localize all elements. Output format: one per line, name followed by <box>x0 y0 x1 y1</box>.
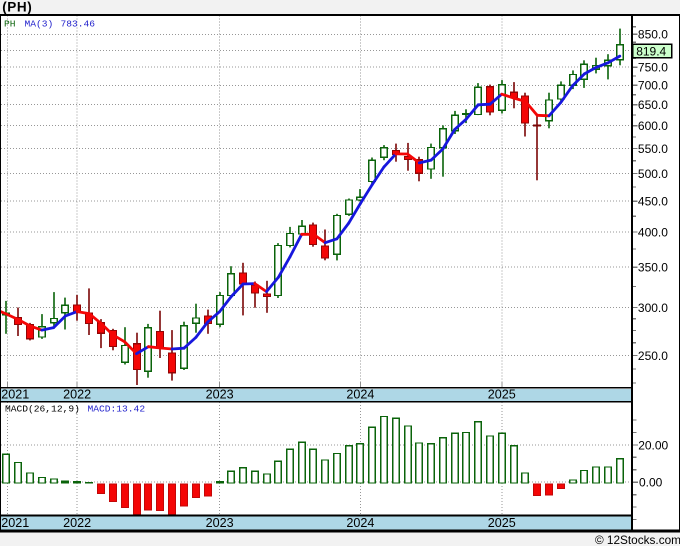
svg-text:300.0: 300.0 <box>638 301 668 315</box>
svg-text:400.0: 400.0 <box>638 226 668 240</box>
svg-text:450.0: 450.0 <box>638 195 668 209</box>
svg-text:2024: 2024 <box>346 516 374 530</box>
svg-text:2021: 2021 <box>1 387 29 401</box>
svg-text:750.0: 750.0 <box>638 61 668 75</box>
svg-text:2022: 2022 <box>63 516 91 530</box>
svg-text:2022: 2022 <box>63 387 91 401</box>
svg-text:650.0: 650.0 <box>638 98 668 112</box>
svg-text:2023: 2023 <box>206 516 234 530</box>
svg-text:350.0: 350.0 <box>638 261 668 275</box>
svg-text:MACD(26,12,9): MACD(26,12,9) <box>5 404 80 415</box>
svg-text:500.0: 500.0 <box>638 167 668 181</box>
svg-text:© 12Stocks.com: © 12Stocks.com <box>595 533 680 546</box>
svg-text:20.00: 20.00 <box>638 439 668 453</box>
svg-text:2023: 2023 <box>206 387 234 401</box>
svg-text:600.0: 600.0 <box>638 119 668 133</box>
svg-text:2024: 2024 <box>346 387 374 401</box>
svg-text:(PH): (PH) <box>2 0 32 15</box>
svg-text:0.00: 0.00 <box>639 476 663 490</box>
svg-text:550.0: 550.0 <box>638 142 668 156</box>
svg-text:819.4: 819.4 <box>636 44 666 58</box>
svg-text:2021: 2021 <box>1 516 29 530</box>
svg-text:250.0: 250.0 <box>638 349 668 363</box>
svg-text:2025: 2025 <box>488 387 516 401</box>
svg-text:700.0: 700.0 <box>638 79 668 93</box>
svg-text:MA(3): MA(3) <box>25 19 54 30</box>
svg-text:MACD:13.42: MACD:13.42 <box>88 404 146 415</box>
svg-text:PH: PH <box>4 19 16 30</box>
svg-text:850.0: 850.0 <box>638 28 668 42</box>
svg-text:783.46: 783.46 <box>61 19 96 30</box>
svg-text:2025: 2025 <box>488 516 516 530</box>
